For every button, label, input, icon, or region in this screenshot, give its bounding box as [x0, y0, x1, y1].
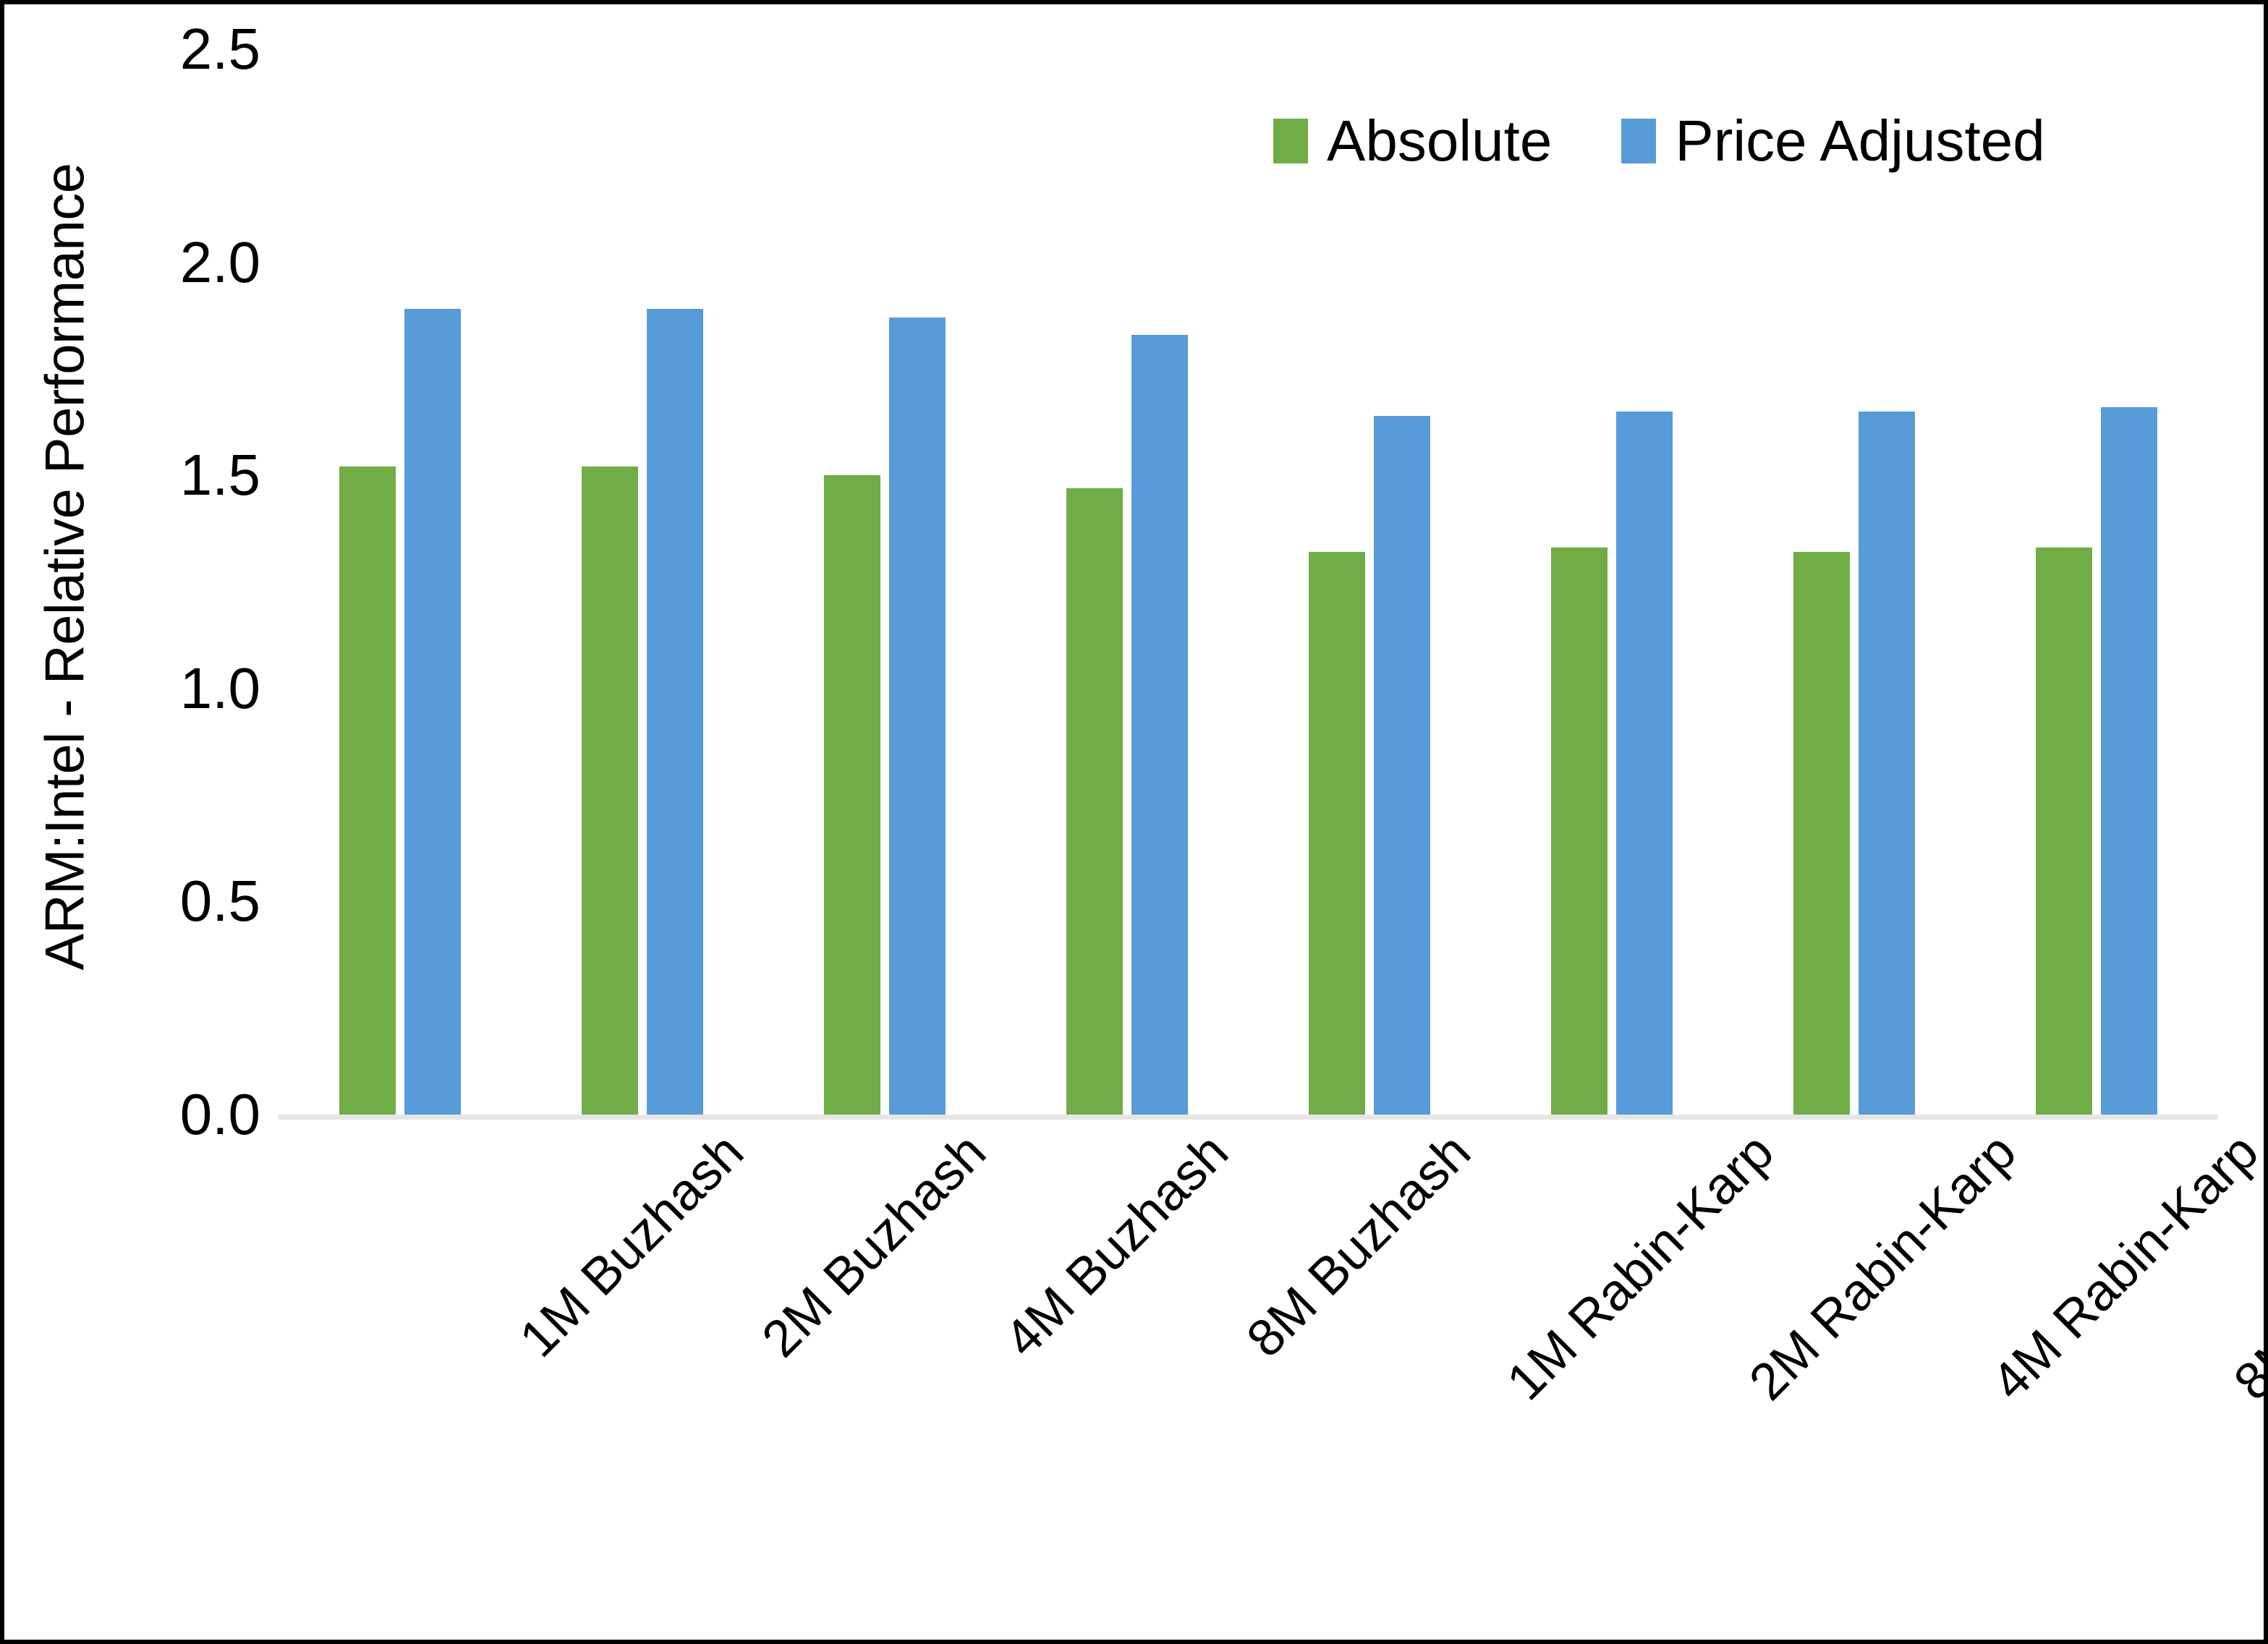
legend-label: Absolute	[1327, 108, 1553, 173]
bar-absolute	[823, 475, 880, 1115]
x-axis-line	[279, 1115, 2217, 1120]
chart-legend: Absolute Price Adjusted	[1273, 101, 2045, 181]
bar-price-adjusted	[1131, 334, 1188, 1115]
y-axis-tick-label: 1.5	[179, 443, 260, 508]
legend-entry: Absolute	[1273, 112, 1552, 170]
bar-price-adjusted	[1615, 411, 1673, 1115]
bar-absolute	[1308, 552, 1365, 1115]
bar-price-adjusted	[646, 309, 703, 1115]
y-axis-tick-labels: 2.5 2.0 1.5 1.0 0.5 0.0	[58, 0, 260, 1644]
bar-price-adjusted	[404, 309, 461, 1115]
legend-swatch-price-adjusted	[1621, 119, 1657, 163]
bar-price-adjusted	[2100, 406, 2157, 1115]
figure-border-bottom	[0, 1640, 2268, 1644]
y-axis-tick-label: 2.5	[179, 17, 260, 81]
bar-absolute	[581, 467, 638, 1115]
bar-absolute	[1066, 487, 1123, 1115]
figure-border-right	[2264, 0, 2268, 1644]
plot-area	[279, 49, 2217, 1115]
x-axis-tick-label: 1M Rabin-Karp	[1495, 1123, 1785, 1412]
x-axis-tick-labels: 1M Buzhash 2M Buzhash 4M Buzhash 8M Buzhash…	[279, 1123, 2268, 1631]
figure-border-top	[0, 0, 2268, 4]
legend-swatch-absolute	[1273, 119, 1308, 163]
legend-label: Price Adjusted	[1675, 108, 2045, 173]
y-axis-tick-label: 0.5	[179, 869, 260, 934]
x-axis-tick-label: 2M Buzhash	[750, 1123, 997, 1368]
bar-price-adjusted	[1858, 411, 1915, 1115]
x-axis-tick-label: 4M Rabin-Karp	[1980, 1123, 2268, 1412]
y-axis-tick-label: 1.0	[179, 655, 260, 720]
bar-price-adjusted	[1373, 415, 1430, 1115]
x-axis-tick-label: 8M Buzhash	[1235, 1123, 1482, 1368]
figure-border-left	[0, 0, 4, 1644]
bar-absolute	[1550, 548, 1607, 1115]
x-axis-tick-label: 2M Rabin-Karp	[1738, 1123, 2027, 1412]
legend-entry: Price Adjusted	[1621, 108, 2045, 173]
bar-price-adjusted	[888, 318, 946, 1115]
bar-absolute	[2035, 548, 2092, 1115]
bar-absolute	[1793, 552, 1850, 1115]
x-axis-tick-label: 1M Buzhash	[508, 1123, 755, 1368]
bar-absolute	[339, 467, 396, 1115]
y-axis-tick-label: 0.0	[179, 1082, 260, 1146]
x-axis-tick-label: 4M Buzhash	[993, 1123, 1239, 1368]
y-axis-tick-label: 2.0	[179, 229, 260, 294]
